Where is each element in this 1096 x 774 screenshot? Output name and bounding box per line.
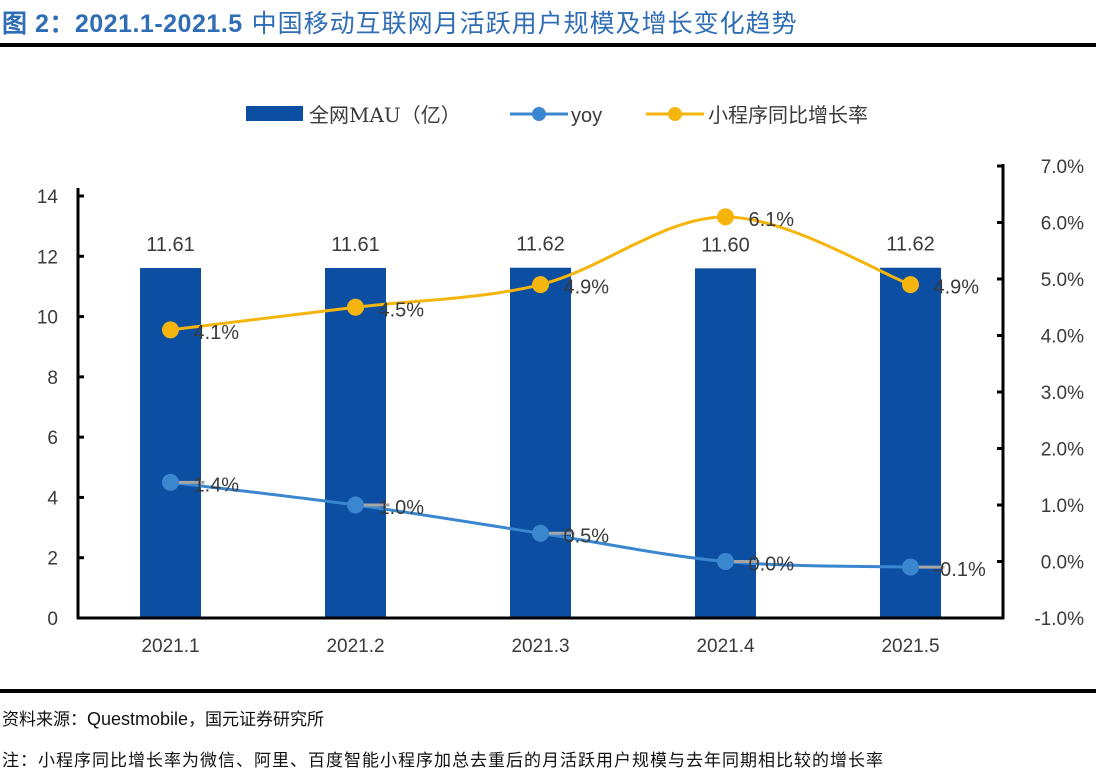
right-tick-label: 0.0%	[1041, 553, 1084, 574]
left-tick-label: 0	[47, 609, 58, 630]
left-tick-label: 14	[37, 187, 59, 208]
bar-2021.2	[325, 268, 386, 618]
bar-label: 11.62	[886, 234, 935, 256]
figure-title-subject: 中国移动互联网月活跃用户规模及增长变化趋势	[242, 9, 798, 38]
x-tick-label: 2021.4	[696, 636, 755, 657]
source-note: 资料来源：Questmobile，国元证券研究所	[2, 705, 324, 730]
point-2021.2	[347, 298, 364, 316]
data-label: 4.5%	[379, 299, 425, 321]
right-tick-label: 1.0%	[1041, 496, 1084, 517]
data-label: 0.5%	[564, 525, 610, 547]
right-tick-label: 7.0%	[1041, 157, 1084, 178]
lines	[162, 208, 945, 576]
data-label: -0.1%	[934, 559, 986, 581]
data-label: 4.9%	[564, 277, 610, 299]
bar-label: 11.62	[516, 234, 565, 256]
x-tick-label: 2021.5	[881, 636, 939, 657]
legend-marker-yoy	[532, 107, 546, 121]
point-2021.4	[717, 553, 734, 570]
source-name: Questmobile	[87, 709, 189, 729]
point-2021.4	[717, 208, 734, 226]
data-label: 1.0%	[379, 497, 425, 519]
right-tick-label: -1.0%	[1034, 609, 1084, 630]
bar-2021.3	[510, 267, 571, 618]
data-label: 1.4%	[194, 474, 240, 496]
axes: 0 2 4 6 8 10 12 14 -1.0% 0.0% 1.0% 2.0% 3.0% 4.0% 5.0%…	[37, 157, 1084, 657]
bar-label: 11.61	[331, 234, 380, 256]
source-prefix: 资料来源：	[2, 710, 87, 730]
data-label: 6.1%	[749, 209, 795, 231]
bar-2021.1	[140, 268, 201, 618]
right-tick-label: 2.0%	[1041, 440, 1084, 461]
bar-label: 11.60	[701, 234, 750, 256]
figure-title-prefix: 图 2：	[2, 10, 75, 38]
bar-label: 11.61	[146, 234, 195, 256]
left-tick-label: 6	[47, 428, 58, 449]
right-tick-label: 4.0%	[1041, 327, 1084, 348]
data-label: 4.1%	[194, 322, 240, 344]
point-2021.2	[347, 496, 364, 514]
right-tick-label: 5.0%	[1041, 270, 1084, 291]
legend-label-miniprogram: 小程序同比增长率	[708, 103, 868, 127]
point-2021.5	[902, 558, 919, 576]
right-tick-label: 6.0%	[1041, 214, 1084, 235]
left-tick-label: 12	[37, 247, 58, 268]
point-2021.5	[902, 276, 919, 294]
top-rule	[0, 43, 1096, 47]
left-tick-label: 10	[37, 308, 58, 329]
x-tick-label: 2021.3	[511, 636, 569, 657]
x-tick-label: 2021.1	[141, 636, 199, 657]
figure-title: 图 2：2021.1-2021.5 中国移动互联网月活跃用户规模及增长变化趋势	[2, 4, 798, 40]
source-suffix: ，国元证券研究所	[188, 710, 325, 730]
left-tick-label: 4	[47, 488, 58, 509]
data-label: 0.0%	[749, 554, 795, 576]
footnote: 注：小程序同比增长率为微信、阿里、百度智能小程序加总去重后的月活跃用户规模与去年…	[2, 751, 884, 771]
figure-title-range: 2021.1-2021.5	[74, 10, 243, 38]
data-labels: 1.4% 1.0% 0.5% 0.0% -0.1% 4.1% 4.5% 4.9% 6.1% 4.9…	[146, 209, 986, 581]
point-2021.1	[162, 473, 179, 491]
right-tick-label: 3.0%	[1041, 383, 1084, 404]
data-label: 4.9%	[934, 277, 980, 299]
legend: 全网MAU（亿） yoy 小程序同比增长率	[246, 103, 868, 127]
x-tick-label: 2021.2	[326, 636, 384, 657]
legend-swatch-mau	[246, 106, 303, 121]
bottom-rule	[0, 689, 1096, 693]
left-tick-label: 8	[47, 368, 58, 389]
point-2021.1	[162, 321, 179, 339]
point-2021.3	[532, 276, 549, 294]
left-tick-label: 2	[47, 549, 58, 570]
chart: 全网MAU（亿） yoy 小程序同比增长率 0 2 4 6 8 10 12 14 -1.0% 0.0%…	[37, 103, 1084, 657]
legend-label-yoy: yoy	[571, 105, 602, 127]
legend-label-mau: 全网MAU（亿）	[309, 103, 461, 127]
legend-marker-miniprogram	[668, 107, 682, 121]
point-2021.3	[532, 524, 549, 542]
